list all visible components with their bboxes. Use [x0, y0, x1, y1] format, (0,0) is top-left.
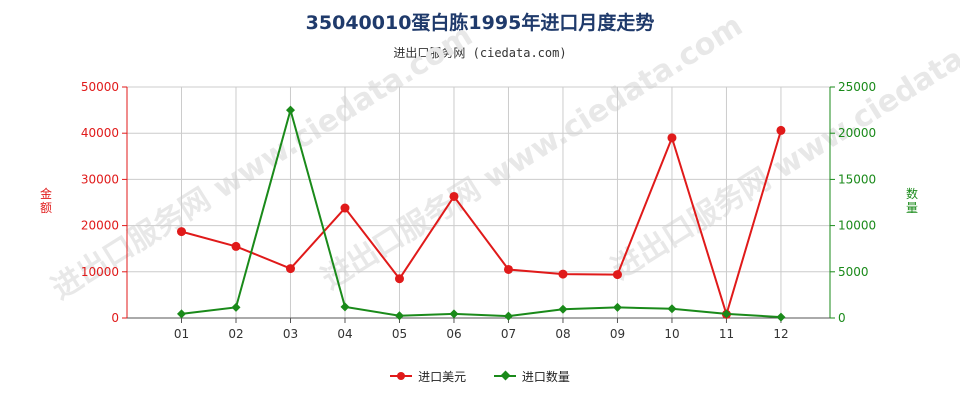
- quantity-data-point: [667, 304, 677, 314]
- x-tick-label: 02: [228, 327, 243, 341]
- x-tick-label: 07: [501, 327, 516, 341]
- right-tick-label: 10000: [838, 219, 876, 233]
- right-tick-label: 15000: [838, 172, 876, 186]
- right-tick-label: 25000: [838, 80, 876, 94]
- quantity-data-point: [285, 105, 295, 115]
- right-tick-label: 0: [838, 311, 846, 325]
- grid: [127, 86, 830, 318]
- quantity-data-point: [558, 304, 568, 314]
- svg-text:量: 量: [906, 201, 918, 215]
- right-axis-title: 数量: [906, 186, 918, 215]
- quantity-data-point: [231, 302, 241, 312]
- x-tick-label: 09: [610, 327, 625, 341]
- quantity-data-point: [449, 309, 459, 319]
- legend-quantity-label: 进口数量: [521, 369, 570, 384]
- amount-data-point: [667, 133, 677, 143]
- legend-quantity-line-icon: [493, 370, 516, 381]
- axes: 0 10000 20000 30000 40000 50000 0 5000 10000 1500…: [40, 80, 918, 341]
- svg-text:数: 数: [906, 186, 918, 201]
- x-tick-label: 04: [337, 327, 352, 341]
- amount-data-point: [558, 269, 568, 279]
- quantity-data-point: [340, 302, 350, 312]
- amount-data-point: [776, 125, 786, 135]
- watermark-text: 进出口服务网 www.ciedata.com: [46, 18, 479, 307]
- x-tick-label: 11: [719, 327, 734, 341]
- legend-item-quantity[interactable]: 进口数量: [493, 368, 570, 385]
- left-tick-label: 10000: [81, 265, 119, 279]
- amount-data-point: [176, 227, 186, 237]
- x-tick-label: 03: [283, 327, 298, 341]
- quantity-data-point: [721, 309, 731, 319]
- amount-data-point: [340, 203, 350, 213]
- left-tick-label: 50000: [81, 80, 119, 94]
- x-tick-label: 08: [555, 327, 570, 341]
- amount-data-point: [285, 264, 295, 274]
- legend-item-amount[interactable]: 进口美元: [390, 368, 466, 385]
- left-tick-label: 40000: [81, 126, 119, 140]
- amount-series-line: [181, 130, 782, 318]
- x-tick-label: 12: [773, 327, 788, 341]
- left-tick-label: 30000: [81, 172, 119, 186]
- x-tick-label: 10: [664, 327, 679, 341]
- chart-subtitle: 进出口服务网 (ciedata.com): [393, 46, 567, 60]
- quantity-data-point: [503, 311, 513, 321]
- x-tick-label: 05: [392, 327, 407, 341]
- legend-amount-label: 进口美元: [418, 369, 467, 384]
- quantity-series-line: [181, 106, 782, 319]
- svg-text:金: 金: [40, 186, 52, 201]
- amount-data-point: [394, 274, 404, 284]
- watermark-text: 进出口服务网 www.ciedata.com: [606, 0, 960, 287]
- quantity-data-point: [394, 311, 404, 321]
- amount-data-point: [231, 241, 241, 251]
- quantity-data-point: [176, 309, 186, 319]
- x-tick-label: 01: [174, 327, 189, 341]
- amount-data-point: [612, 270, 622, 280]
- svg-text:额: 额: [40, 201, 52, 215]
- left-tick-label: 20000: [81, 219, 119, 233]
- quantity-data-point: [612, 302, 622, 312]
- x-tick-label: 06: [446, 327, 461, 341]
- legend-amount-line-icon: [390, 372, 413, 380]
- left-tick-label: 0: [111, 311, 119, 325]
- chart-title: 35040010蛋白胨1995年进口月度走势: [305, 12, 655, 34]
- right-tick-label: 20000: [838, 126, 876, 140]
- quantity-data-point: [776, 312, 786, 322]
- series: [176, 105, 786, 322]
- left-axis-title: 金额: [40, 186, 52, 215]
- right-tick-label: 5000: [838, 265, 869, 279]
- amount-data-point: [503, 264, 513, 274]
- amount-data-point: [449, 191, 459, 201]
- legend: 进口美元 进口数量: [0, 366, 960, 385]
